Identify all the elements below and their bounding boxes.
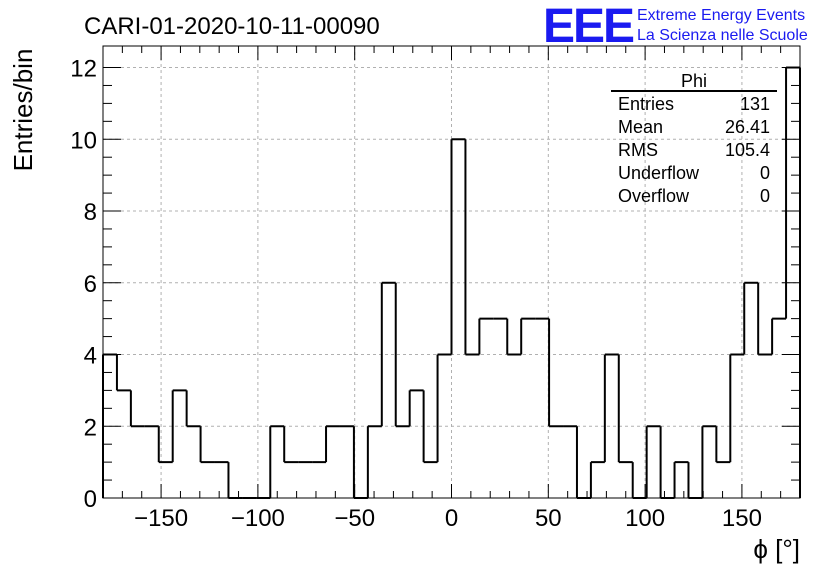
stats-value: 131 [740, 94, 770, 114]
histogram-bin [269, 425, 285, 498]
x-tick-label: −100 [231, 505, 285, 532]
histogram-bin [687, 462, 703, 499]
histogram-bin [408, 389, 424, 427]
histogram-bin [450, 138, 466, 355]
stats-label: Underflow [618, 163, 700, 183]
histogram-bin [380, 281, 396, 427]
histogram-bin [436, 353, 452, 463]
histogram-bin [283, 426, 299, 464]
histogram-bin [589, 461, 605, 498]
stats-row-mean: Mean 26.41 [618, 117, 770, 137]
histogram-bin [617, 354, 633, 464]
stats-label: Overflow [618, 186, 690, 206]
histogram-bin [729, 353, 745, 463]
histogram-bin [199, 426, 215, 464]
eee-logo-line2: La Scienza nelle Scuole [637, 27, 808, 44]
histogram-bin [478, 317, 494, 355]
y-tick-label: 10 [70, 127, 97, 154]
stats-box: Phi Entries 131 Mean 26.41 RMS 105.4 Und… [611, 71, 777, 206]
y-axis-title: Entries/bin [8, 49, 38, 172]
y-tick-label: 8 [84, 199, 97, 226]
stats-value: 0 [760, 163, 770, 183]
histogram-bin [366, 425, 382, 498]
histogram-bin [520, 317, 536, 355]
histogram-bin [422, 390, 438, 464]
eee-logo-mark: EEE [543, 0, 634, 53]
stats-row-underflow: Underflow 0 [618, 163, 770, 183]
histogram-bin [757, 282, 773, 356]
x-tick-label: 0 [445, 505, 458, 532]
y-tick-label: 4 [84, 343, 97, 370]
x-axis-title: ϕ [°] [753, 534, 800, 564]
x-tick-label: 150 [722, 505, 762, 532]
histogram-bin [701, 425, 717, 498]
histogram-bin [743, 281, 759, 355]
histogram-bin [673, 461, 689, 498]
eee-logo: EEE Extreme Energy Events La Scienza nel… [543, 0, 808, 53]
x-tick-label: 50 [535, 505, 562, 532]
x-tick-label: 100 [625, 505, 665, 532]
histogram-bin [645, 425, 661, 498]
histogram-bin [631, 462, 647, 499]
histogram-bin [352, 426, 368, 499]
y-tick-label: 0 [84, 486, 97, 513]
stats-label: Mean [618, 117, 663, 137]
stats-row-entries: Entries 131 [618, 94, 770, 114]
histogram-bin [227, 462, 243, 499]
stats-label: RMS [618, 140, 658, 160]
stats-value: 26.41 [725, 117, 770, 137]
histogram-bin [115, 354, 131, 392]
histogram-bin [715, 426, 731, 464]
histogram-bin [129, 390, 145, 428]
stats-label: Entries [618, 94, 674, 114]
histogram-bin [603, 353, 619, 463]
y-tick-label: 6 [84, 271, 97, 298]
histogram-bin [575, 426, 591, 499]
histogram-bin [157, 426, 173, 464]
histogram-bin [548, 318, 564, 428]
histogram-bin [394, 282, 410, 428]
chart-title: CARI-01-2020-10-11-00090 [84, 13, 380, 40]
x-axis: −150 −100 −50 0 50 100 150 [121, 46, 782, 532]
stats-value: 0 [760, 186, 770, 206]
y-tick-label: 2 [84, 414, 97, 441]
x-tick-label: −50 [334, 505, 375, 532]
eee-logo-line1: Extreme Energy Events [637, 7, 805, 24]
histogram-bin [464, 139, 480, 356]
stats-row-overflow: Overflow 0 [618, 186, 770, 206]
y-tick-label: 12 [70, 56, 97, 83]
y-axis: 0 2 4 6 8 10 12 [70, 56, 800, 513]
histogram-bin [185, 390, 201, 428]
stats-value: 105.4 [725, 140, 770, 160]
stats-row-rms: RMS 105.4 [618, 140, 770, 160]
x-tick-label: −150 [134, 505, 188, 532]
histogram-bin [171, 389, 187, 463]
stats-title: Phi [681, 71, 707, 91]
histogram-bin [325, 425, 340, 463]
histogram-bin [506, 318, 522, 356]
histogram-bin [771, 317, 787, 355]
histogram-bin [659, 426, 675, 499]
